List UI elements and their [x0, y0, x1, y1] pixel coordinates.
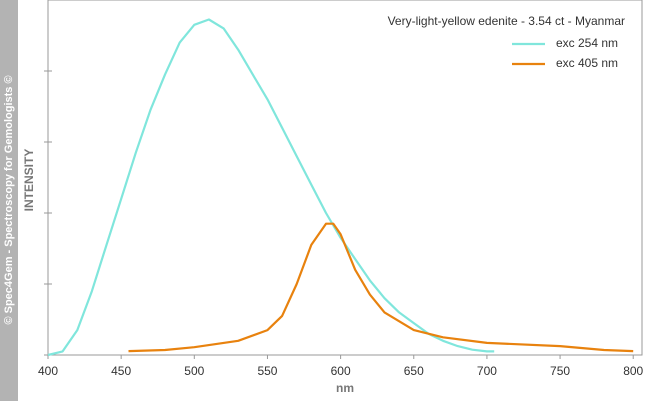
x-tick-label: 400 [38, 364, 58, 378]
x-tick-label: 450 [111, 364, 131, 378]
x-tick-label: 650 [404, 364, 424, 378]
x-tick-label: 600 [331, 364, 351, 378]
side-strip [0, 0, 18, 401]
y-axis-label: INTENSITY [22, 149, 36, 212]
x-tick-label: 750 [550, 364, 570, 378]
x-tick-label: 700 [477, 364, 497, 378]
x-axis-label: nm [336, 381, 354, 395]
chart-title: Very-light-yellow edenite - 3.54 ct - My… [388, 14, 625, 28]
side-text: © Spec4Gem - Spectroscopy for Gemologist… [3, 75, 15, 324]
legend-label: exc 254 nm [556, 36, 618, 50]
series-line [128, 222, 634, 353]
series-line [47, 18, 495, 357]
x-tick-label: 500 [184, 364, 204, 378]
legend-label: exc 405 nm [556, 56, 618, 70]
x-tick-label: 800 [623, 364, 643, 378]
x-tick-label: 550 [257, 364, 277, 378]
plot-frame [47, 0, 643, 356]
